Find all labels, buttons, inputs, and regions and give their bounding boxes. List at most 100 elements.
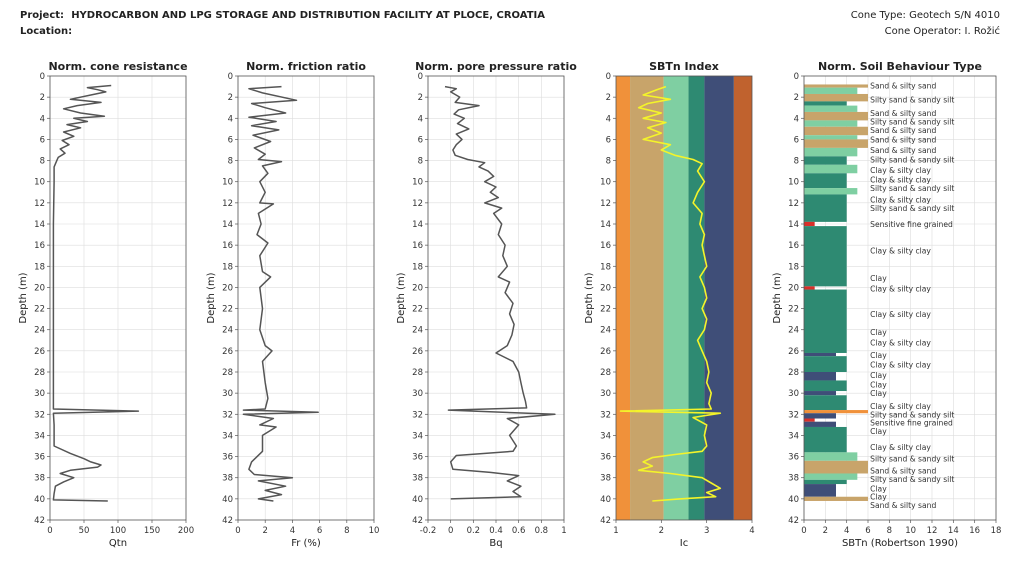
y-tick-label: 20 <box>600 283 611 293</box>
y-tick-label: 36 <box>788 453 799 463</box>
y-tick-label: 24 <box>222 326 233 336</box>
y-tick-label: 12 <box>600 199 611 209</box>
y-tick-label: 30 <box>412 389 423 399</box>
x-tick-label: 10 <box>369 526 380 536</box>
x-tick-label: 0 <box>235 526 240 536</box>
chart-panel-3: 0246810121416182022242628303234363840421… <box>584 60 755 549</box>
series-line <box>619 85 722 502</box>
y-tick-label: 24 <box>788 326 799 336</box>
sbt-layer-bar <box>804 84 868 88</box>
sbt-layer-bar <box>804 173 847 189</box>
y-axis-label: Depth (m) <box>772 272 783 323</box>
sbt-layer-bar <box>804 164 858 174</box>
x-tick-label: 4 <box>290 526 295 536</box>
x-tick-label: 4 <box>844 526 849 536</box>
zone-band <box>704 76 734 520</box>
y-tick-label: 34 <box>600 431 611 441</box>
soil-type-annotation: Sand & silty sand <box>870 466 936 475</box>
y-tick-label: 22 <box>412 305 423 315</box>
soil-type-annotation: Sand & silty sand <box>870 135 936 144</box>
soil-type-annotation: Sensitive fine grained <box>870 419 953 428</box>
soil-type-annotation: Clay & silty clay <box>870 402 931 411</box>
project-label: Project: <box>20 10 65 21</box>
y-tick-label: 4 <box>418 114 423 124</box>
x-tick-label: 0.8 <box>535 526 549 536</box>
soil-type-annotation: Clay <box>870 389 887 398</box>
cone-type: Cone Type: Geotech S/N 4010 <box>850 10 1000 21</box>
soil-type-annotation: Clay <box>870 381 887 390</box>
x-tick-label: 0 <box>801 526 806 536</box>
zone-band <box>616 76 631 520</box>
y-tick-label: 0 <box>606 72 611 82</box>
x-tick-label: 3 <box>704 526 709 536</box>
y-tick-label: 10 <box>34 178 45 188</box>
y-tick-label: 26 <box>34 347 45 357</box>
y-tick-label: 0 <box>228 72 233 82</box>
sbt-layer-bar <box>804 460 868 474</box>
y-axis-label: Depth (m) <box>206 272 217 323</box>
y-axis-label: Depth (m) <box>584 272 595 323</box>
y-tick-label: 4 <box>228 114 233 124</box>
y-tick-label: 24 <box>412 326 423 336</box>
y-tick-label: 2 <box>794 93 799 103</box>
y-tick-label: 2 <box>40 93 45 103</box>
chart-panel-0: 0246810121416182022242628303234363840420… <box>18 60 194 549</box>
x-tick-label: -0.2 <box>420 526 437 536</box>
y-tick-label: 32 <box>222 410 233 420</box>
y-tick-label: 10 <box>412 178 423 188</box>
y-tick-label: 12 <box>34 199 45 209</box>
sbt-layer-bar <box>804 352 836 357</box>
y-tick-label: 38 <box>788 474 799 484</box>
y-tick-label: 34 <box>788 431 799 441</box>
chart-title: Norm. friction ratio <box>246 60 366 73</box>
location-label: Location: <box>20 26 73 37</box>
y-tick-label: 22 <box>600 305 611 315</box>
sbt-layer-bar <box>804 380 847 392</box>
x-tick-label: 1 <box>561 526 566 536</box>
sbt-layer-bar <box>804 221 815 227</box>
y-tick-label: 4 <box>606 114 611 124</box>
x-tick-label: 200 <box>178 526 194 536</box>
sbt-layer-bar <box>804 147 858 157</box>
soil-type-annotation: Silty sand & sandy silt <box>870 475 954 484</box>
y-tick-label: 38 <box>222 474 233 484</box>
sbt-layer-bar <box>804 413 836 419</box>
sbt-layer-bar <box>804 105 858 112</box>
y-tick-label: 16 <box>788 241 799 251</box>
y-tick-label: 14 <box>34 220 45 230</box>
sbt-layer-bar <box>804 126 868 136</box>
y-tick-label: 40 <box>34 495 45 505</box>
y-tick-label: 6 <box>418 135 423 145</box>
soil-type-annotation: Silty sand & sandy silt <box>870 184 954 193</box>
y-tick-label: 40 <box>412 495 423 505</box>
chart-title: Norm. Soil Behaviour Type <box>818 60 982 73</box>
y-tick-label: 0 <box>40 72 45 82</box>
soil-type-annotation: Sand & silty sand <box>870 109 936 118</box>
y-tick-label: 32 <box>412 410 423 420</box>
x-tick-label: 6 <box>317 526 322 536</box>
y-tick-label: 20 <box>788 283 799 293</box>
soil-type-annotation: Clay & silty clay <box>870 443 931 452</box>
sbt-layer-bar <box>804 286 815 290</box>
soil-type-annotation: Clay & silty clay <box>870 284 931 293</box>
y-axis-label: Depth (m) <box>18 272 29 323</box>
y-tick-label: 8 <box>228 157 233 167</box>
x-tick-label: 6 <box>865 526 870 536</box>
sbt-layer-bar <box>804 101 847 106</box>
y-tick-label: 8 <box>606 157 611 167</box>
y-tick-label: 34 <box>222 431 233 441</box>
y-tick-label: 18 <box>34 262 45 272</box>
sbt-layer-bar <box>804 289 847 353</box>
y-tick-label: 8 <box>794 157 799 167</box>
y-tick-label: 26 <box>222 347 233 357</box>
x-tick-label: 16 <box>969 526 980 536</box>
y-tick-label: 20 <box>412 283 423 293</box>
y-tick-label: 18 <box>600 262 611 272</box>
x-tick-label: 0.4 <box>489 526 503 536</box>
soil-type-annotation: Sensitive fine grained <box>870 220 953 229</box>
y-tick-label: 26 <box>412 347 423 357</box>
soil-type-annotation: Silty sand & sandy silt <box>870 410 954 419</box>
sbt-layer-bar <box>804 452 858 461</box>
sbt-layer-bar <box>804 356 847 372</box>
x-axis-label: SBTn (Robertson 1990) <box>842 538 958 549</box>
